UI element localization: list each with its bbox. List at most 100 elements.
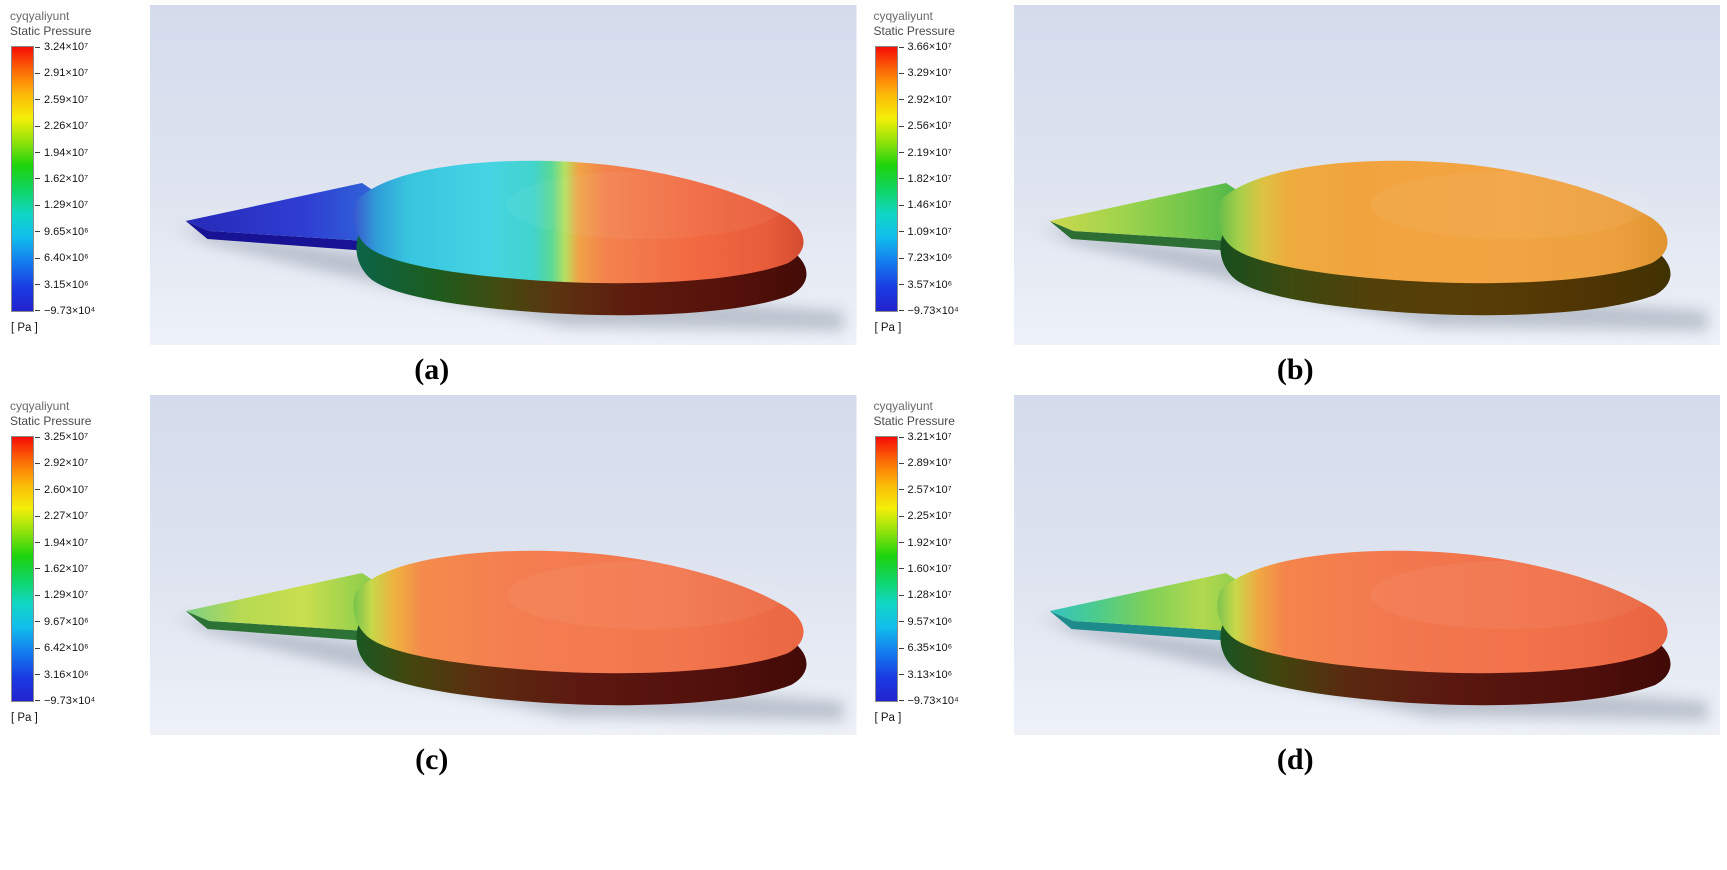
colorbar [875, 436, 898, 702]
legend-tick: 6.40×10⁶ [34, 252, 95, 264]
tick-label: 1.82×10⁷ [908, 173, 952, 185]
tick-mark-icon [899, 437, 904, 438]
legend-tick: 7.23×10⁶ [898, 252, 959, 264]
tick-mark-icon [899, 489, 904, 490]
tick-mark-icon [35, 178, 40, 179]
legend-title: cyqyaliyunt [874, 399, 1012, 413]
legend-tick: 2.92×10⁷ [898, 94, 959, 106]
legend-tick: 2.57×10⁷ [898, 484, 959, 496]
legend-tick: 1.28×10⁷ [898, 589, 959, 601]
legend-tick: 2.26×10⁷ [34, 120, 95, 132]
legend-tick: 2.60×10⁷ [34, 484, 95, 496]
tick-mark-icon [899, 674, 904, 675]
tick-mark-icon [899, 126, 904, 127]
legend-tick: −9.73×10⁴ [898, 695, 959, 707]
tick-label: 2.92×10⁷ [908, 94, 952, 106]
legend-tick: 9.67×10⁶ [34, 616, 95, 628]
tick-mark-icon [35, 595, 40, 596]
tick-mark-icon [35, 463, 40, 464]
legend-tick: 1.94×10⁷ [34, 537, 95, 549]
tick-label: 1.94×10⁷ [44, 147, 88, 159]
legend-tick: 6.35×10⁶ [898, 642, 959, 654]
render-viewport-c [150, 395, 857, 735]
tick-mark-icon [899, 542, 904, 543]
tick-mark-icon [35, 516, 40, 517]
tick-label: 1.62×10⁷ [44, 563, 88, 575]
subfigure-label-a: (a) [0, 345, 864, 395]
highlight-sheen [1370, 561, 1647, 629]
tick-label: 3.15×10⁶ [44, 279, 89, 291]
tick-label: 9.67×10⁶ [44, 616, 89, 628]
legend-tick: −9.73×10⁴ [898, 305, 959, 317]
legend-tick: 3.13×10⁶ [898, 669, 959, 681]
render-viewport-a [150, 5, 857, 345]
legend-field-name: Static Pressure [874, 24, 1012, 38]
legend-tick: 2.92×10⁷ [34, 457, 95, 469]
legend-tick: 3.29×10⁷ [898, 67, 959, 79]
tick-label: 6.40×10⁶ [44, 252, 89, 264]
legend-tick: 1.92×10⁷ [898, 537, 959, 549]
tick-mark-icon [899, 463, 904, 464]
tick-label: 2.56×10⁷ [908, 120, 952, 132]
legend-c: cyqyaliyunt Static Pressure 3.25×10⁷ 2.92… [8, 397, 148, 724]
legend-tick: 1.46×10⁷ [898, 199, 959, 211]
colorbar [11, 436, 34, 702]
colorbar [875, 46, 898, 312]
tick-label: 3.57×10⁶ [908, 279, 953, 291]
pressure-contour-scene-d [1014, 395, 1721, 735]
tick-label: −9.73×10⁴ [44, 305, 95, 317]
tick-label: 3.66×10⁷ [908, 41, 952, 53]
legend-tick: 9.65×10⁶ [34, 226, 95, 238]
tick-mark-icon [899, 99, 904, 100]
tick-label: 2.59×10⁷ [44, 94, 88, 106]
legend-title: cyqyaliyunt [10, 399, 148, 413]
tick-label: 2.26×10⁷ [44, 120, 88, 132]
legend-tick: 1.29×10⁷ [34, 199, 95, 211]
pressure-contour-scene-b [1014, 5, 1721, 345]
tick-label: 3.25×10⁷ [44, 431, 88, 443]
tick-mark-icon [899, 205, 904, 206]
legend-tick: −9.73×10⁴ [34, 305, 95, 317]
legend-tick: −9.73×10⁴ [34, 695, 95, 707]
figure-row-bottom: cyqyaliyunt Static Pressure 3.25×10⁷ 2.92… [0, 395, 1727, 735]
tick-mark-icon [899, 284, 904, 285]
tick-label: 1.62×10⁷ [44, 173, 88, 185]
legend-tick: 1.62×10⁷ [34, 173, 95, 185]
subfigure-b: cyqyaliyunt Static Pressure 3.66×10⁷ 3.29… [864, 5, 1727, 345]
tick-mark-icon [35, 674, 40, 675]
tick-label: 6.35×10⁶ [908, 642, 953, 654]
tick-mark-icon [899, 595, 904, 596]
tick-label: 1.46×10⁷ [908, 199, 952, 211]
legend-title: cyqyaliyunt [874, 9, 1012, 23]
tick-mark-icon [35, 437, 40, 438]
tick-label: 3.29×10⁷ [908, 67, 952, 79]
tick-mark-icon [899, 258, 904, 259]
tick-label: 1.29×10⁷ [44, 199, 88, 211]
tick-label: 2.89×10⁷ [908, 457, 952, 469]
caption-row-top: (a) (b) [0, 345, 1727, 395]
tick-mark-icon [899, 152, 904, 153]
tick-mark-icon [35, 568, 40, 569]
legend-field-name: Static Pressure [10, 414, 148, 428]
tick-mark-icon [35, 284, 40, 285]
tick-mark-icon [899, 516, 904, 517]
tick-mark-icon [899, 47, 904, 48]
highlight-sheen [507, 171, 784, 239]
legend-tick: 6.42×10⁶ [34, 642, 95, 654]
tick-label: −9.73×10⁴ [908, 305, 959, 317]
pressure-contour-scene-c [150, 395, 857, 735]
pressure-contour-scene-a [150, 5, 857, 345]
subfigure-label-d: (d) [864, 735, 1727, 785]
tick-mark-icon [35, 258, 40, 259]
tick-mark-icon [35, 73, 40, 74]
legend-tick: 1.60×10⁷ [898, 563, 959, 575]
tick-mark-icon [35, 648, 40, 649]
